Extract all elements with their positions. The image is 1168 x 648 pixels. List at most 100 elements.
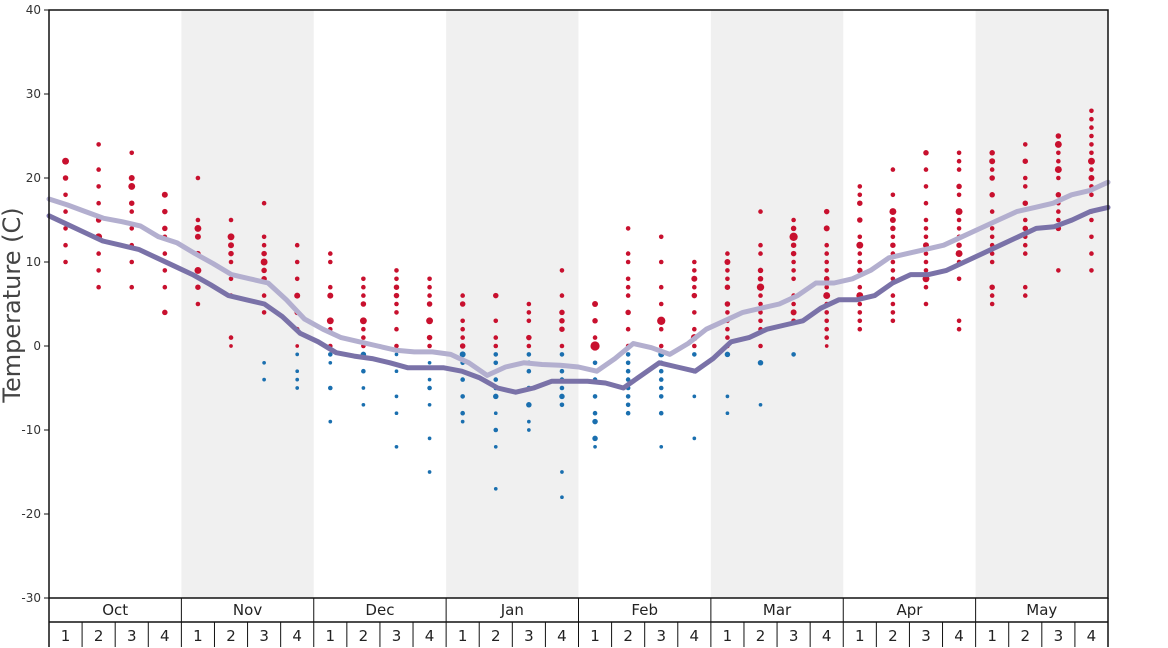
data-point xyxy=(228,276,234,282)
data-point xyxy=(625,402,631,408)
data-point xyxy=(824,318,830,324)
week-label: 4 xyxy=(690,627,700,645)
data-point xyxy=(327,251,333,256)
data-point xyxy=(955,208,963,216)
data-point xyxy=(625,368,631,374)
data-point xyxy=(394,444,399,449)
data-point xyxy=(956,150,962,156)
data-point xyxy=(890,192,896,198)
data-point xyxy=(493,335,499,340)
data-point xyxy=(427,385,432,391)
data-point xyxy=(228,250,234,257)
data-point xyxy=(923,251,929,256)
data-point xyxy=(493,360,499,366)
data-point xyxy=(625,251,631,256)
data-point xyxy=(195,175,201,181)
data-point xyxy=(327,259,333,265)
data-point xyxy=(459,343,466,349)
data-point xyxy=(658,385,664,391)
data-point xyxy=(791,259,796,265)
data-point xyxy=(758,310,763,315)
data-point xyxy=(261,242,267,248)
data-point xyxy=(890,310,896,315)
data-point xyxy=(857,234,863,240)
data-point xyxy=(129,259,135,265)
data-point xyxy=(128,175,135,181)
data-point xyxy=(956,318,962,324)
data-point xyxy=(361,368,366,374)
data-point xyxy=(1056,150,1061,156)
data-point xyxy=(327,352,333,357)
week-label: 1 xyxy=(590,627,600,645)
data-point xyxy=(956,276,962,282)
data-point xyxy=(658,326,664,332)
data-point xyxy=(1022,175,1028,181)
data-point xyxy=(923,150,929,156)
month-label: Jan xyxy=(500,601,524,619)
data-point xyxy=(790,225,797,232)
data-point xyxy=(229,344,233,348)
data-point xyxy=(559,343,565,349)
data-point xyxy=(460,326,465,332)
data-point xyxy=(989,234,995,240)
y-tick-label: 40 xyxy=(26,3,41,17)
data-point xyxy=(228,259,234,265)
data-point xyxy=(493,444,498,449)
data-point xyxy=(162,208,168,215)
data-point xyxy=(361,293,366,298)
data-point xyxy=(890,242,896,248)
data-point xyxy=(989,226,995,231)
data-point xyxy=(592,435,598,442)
data-point xyxy=(427,276,432,282)
data-point xyxy=(857,284,863,290)
data-point xyxy=(757,276,764,282)
data-point xyxy=(989,284,995,290)
data-point xyxy=(1056,217,1061,223)
data-point xyxy=(361,284,366,290)
data-point xyxy=(758,293,763,298)
data-point xyxy=(128,200,135,206)
data-point xyxy=(1089,116,1094,122)
data-point xyxy=(96,251,101,256)
data-point xyxy=(592,394,598,399)
data-point xyxy=(1089,133,1094,139)
data-point xyxy=(824,335,830,340)
data-point xyxy=(824,268,830,273)
data-point xyxy=(956,183,962,190)
data-point xyxy=(658,284,664,290)
data-point xyxy=(824,344,829,348)
data-point xyxy=(625,410,631,416)
data-point xyxy=(361,386,366,390)
data-point xyxy=(261,267,267,274)
data-point xyxy=(162,251,168,256)
data-point xyxy=(262,377,266,382)
data-point xyxy=(427,293,432,298)
week-label: 2 xyxy=(94,627,104,645)
week-label: 2 xyxy=(226,627,236,645)
data-point xyxy=(128,182,136,190)
week-label: 3 xyxy=(921,627,931,645)
month-label: Mar xyxy=(763,601,792,619)
month-label: May xyxy=(1026,601,1057,619)
data-point xyxy=(361,276,366,282)
data-point xyxy=(1056,268,1061,273)
data-point xyxy=(261,293,267,298)
week-label: 3 xyxy=(656,627,666,645)
month-bands xyxy=(181,10,1108,598)
data-point xyxy=(129,226,135,231)
data-point xyxy=(427,470,432,474)
data-point xyxy=(328,360,333,365)
data-point xyxy=(923,167,929,172)
data-point xyxy=(923,217,929,223)
data-point xyxy=(923,301,929,307)
data-point xyxy=(162,284,168,290)
data-point xyxy=(590,341,600,351)
data-point xyxy=(394,343,399,349)
data-point xyxy=(823,292,831,300)
data-point xyxy=(1089,142,1094,147)
week-label: 1 xyxy=(723,627,733,645)
data-point xyxy=(493,393,499,400)
data-point xyxy=(592,318,598,324)
data-point xyxy=(394,301,399,307)
